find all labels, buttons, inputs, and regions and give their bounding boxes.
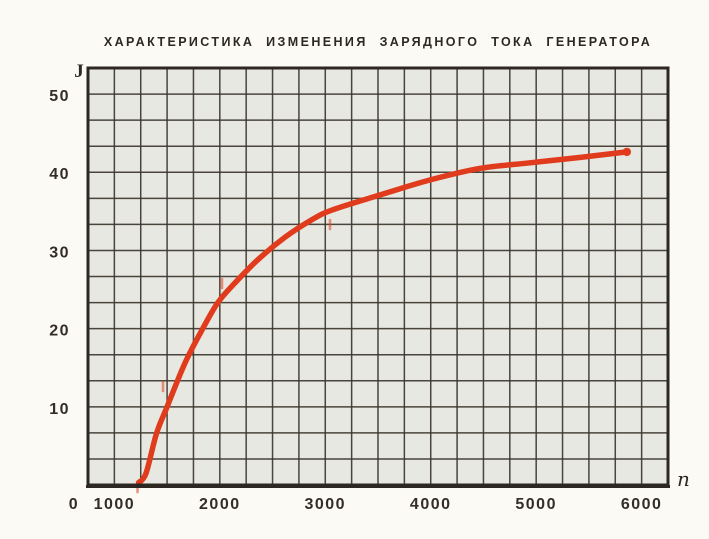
x-tick-label: 0 — [69, 496, 79, 513]
y-tick-label: 20 — [49, 323, 70, 340]
x-tick-label: 1000 — [94, 496, 136, 513]
curve-end-blob — [622, 147, 632, 157]
x-tick-label: 3000 — [304, 496, 346, 513]
y-tick-label: 50 — [49, 88, 70, 105]
x-tick-label: 4000 — [410, 496, 452, 513]
charging-current-curve — [135, 149, 630, 486]
y-tick-label: 40 — [49, 166, 70, 183]
x-axis-unit-label: n — [677, 467, 690, 491]
chart-title: ХАРАКТЕРИСТИКА ИЗМЕНЕНИЯ ЗАРЯДНОГО ТОКА … — [103, 35, 653, 49]
y-tick-label: 10 — [49, 401, 70, 418]
plot-layer: 0 1000 2000 3000 4000 5000 6000 10 20 30 40 50 — [49, 66, 670, 513]
x-tick-label: 5000 — [515, 496, 557, 513]
x-tick-label: 6000 — [621, 496, 663, 513]
y-tick-label: 30 — [49, 244, 70, 261]
y-axis-unit-label: J — [74, 61, 84, 82]
x-tick-label: 2000 — [199, 496, 241, 513]
